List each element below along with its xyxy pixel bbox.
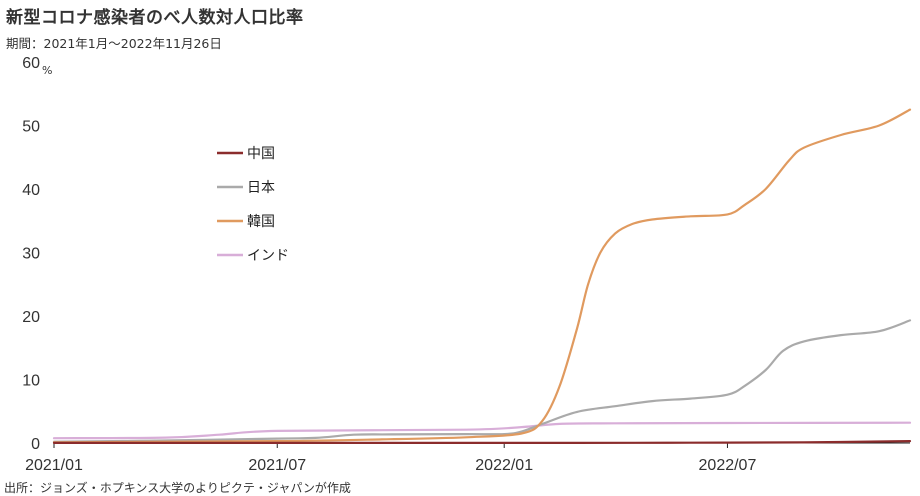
y-tick-label: 20 <box>22 309 40 326</box>
x-tick-label: 2022/01 <box>475 457 533 474</box>
y-tick-label: 0 <box>31 436 40 453</box>
series-line-1 <box>52 319 912 443</box>
y-unit-label: % <box>42 64 52 77</box>
legend-label: インド <box>247 248 289 264</box>
legend-label: 韓国 <box>247 214 275 230</box>
y-tick-label: 50 <box>22 119 40 136</box>
legend-label: 中国 <box>247 146 275 162</box>
series-line-0 <box>52 440 912 445</box>
y-axis: 0 10 20 30 40 50 60% <box>22 55 52 453</box>
series-line-3 <box>52 421 912 440</box>
y-tick-label: 40 <box>22 182 40 199</box>
y-tick-label: 10 <box>22 373 40 390</box>
y-tick-label: 30 <box>22 246 40 263</box>
y-tick-label: 60 <box>22 55 40 72</box>
series-lines <box>52 108 912 445</box>
x-tick-label: 2021/01 <box>25 457 83 474</box>
x-tick-label: 2022/07 <box>699 457 757 474</box>
chart-source: 出所：ジョンズ・ホプキンス大学のよりピクテ・ジャパンが作成 <box>4 481 351 495</box>
x-tick-label: 2021/07 <box>248 457 306 474</box>
chart-period: 期間：2021年1月～2022年11月26日 <box>6 36 222 51</box>
legend-label: 日本 <box>247 180 275 196</box>
chart-title: 新型コロナ感染者のべ人数対人口比率 <box>6 8 304 28</box>
x-axis: 2021/01 2021/07 2022/01 2022/07 <box>25 442 910 474</box>
series-line-2 <box>52 108 912 444</box>
